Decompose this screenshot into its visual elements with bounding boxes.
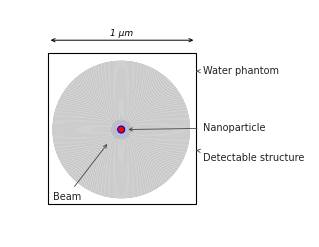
Text: Beam: Beam	[53, 145, 107, 202]
Text: Water phantom: Water phantom	[197, 66, 278, 76]
Bar	[48, 53, 196, 205]
Text: 1 μm: 1 μm	[110, 29, 134, 38]
Text: Nanoparticle: Nanoparticle	[129, 123, 265, 133]
Circle shape	[118, 126, 125, 133]
Text: Detectable structure: Detectable structure	[197, 149, 304, 163]
